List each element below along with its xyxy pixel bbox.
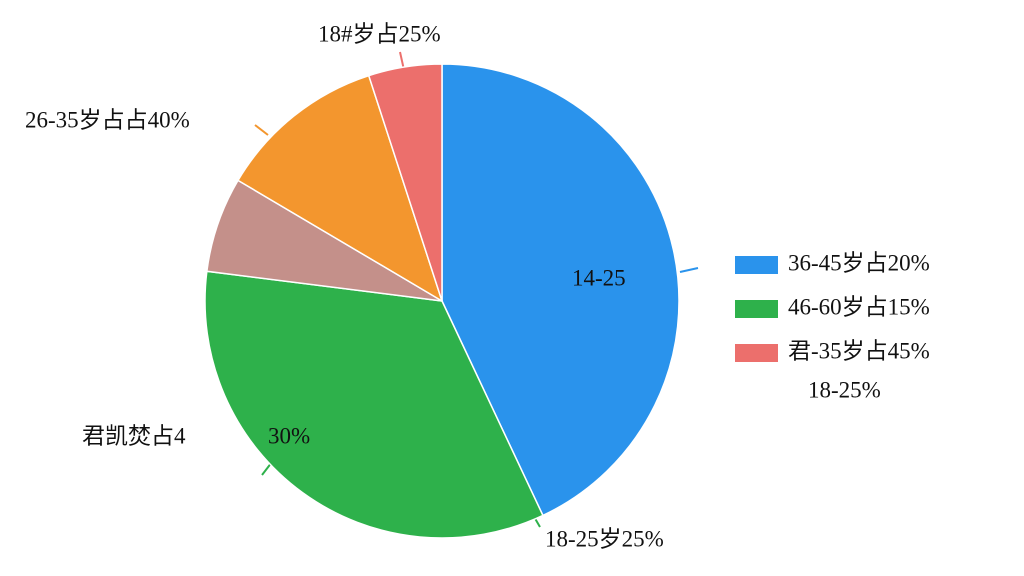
annotation: 君凯焚占4	[82, 423, 186, 448]
annotation: 26-35岁占占40%	[25, 107, 190, 132]
leader-line	[254, 124, 269, 136]
legend-label: 君-35岁占45%	[788, 338, 930, 363]
annotation: 14-25	[572, 265, 626, 290]
legend-swatch	[735, 300, 778, 318]
legend-label: 36-45岁占20%	[788, 250, 930, 275]
pie-slice	[204, 270, 544, 539]
annotation: 18#岁占25%	[318, 21, 441, 46]
legend-swatch	[735, 256, 778, 274]
pie-slice	[367, 63, 443, 302]
annotation: 30%	[268, 423, 310, 448]
leader-line	[679, 267, 699, 273]
legend-label: 46-60岁占15%	[788, 294, 930, 319]
pie-slice	[441, 63, 680, 517]
pie-slice	[236, 74, 444, 303]
legend-note: 18-25%	[808, 377, 881, 402]
annotation: 18-25岁25%	[545, 526, 664, 551]
legend-swatch	[735, 344, 778, 362]
